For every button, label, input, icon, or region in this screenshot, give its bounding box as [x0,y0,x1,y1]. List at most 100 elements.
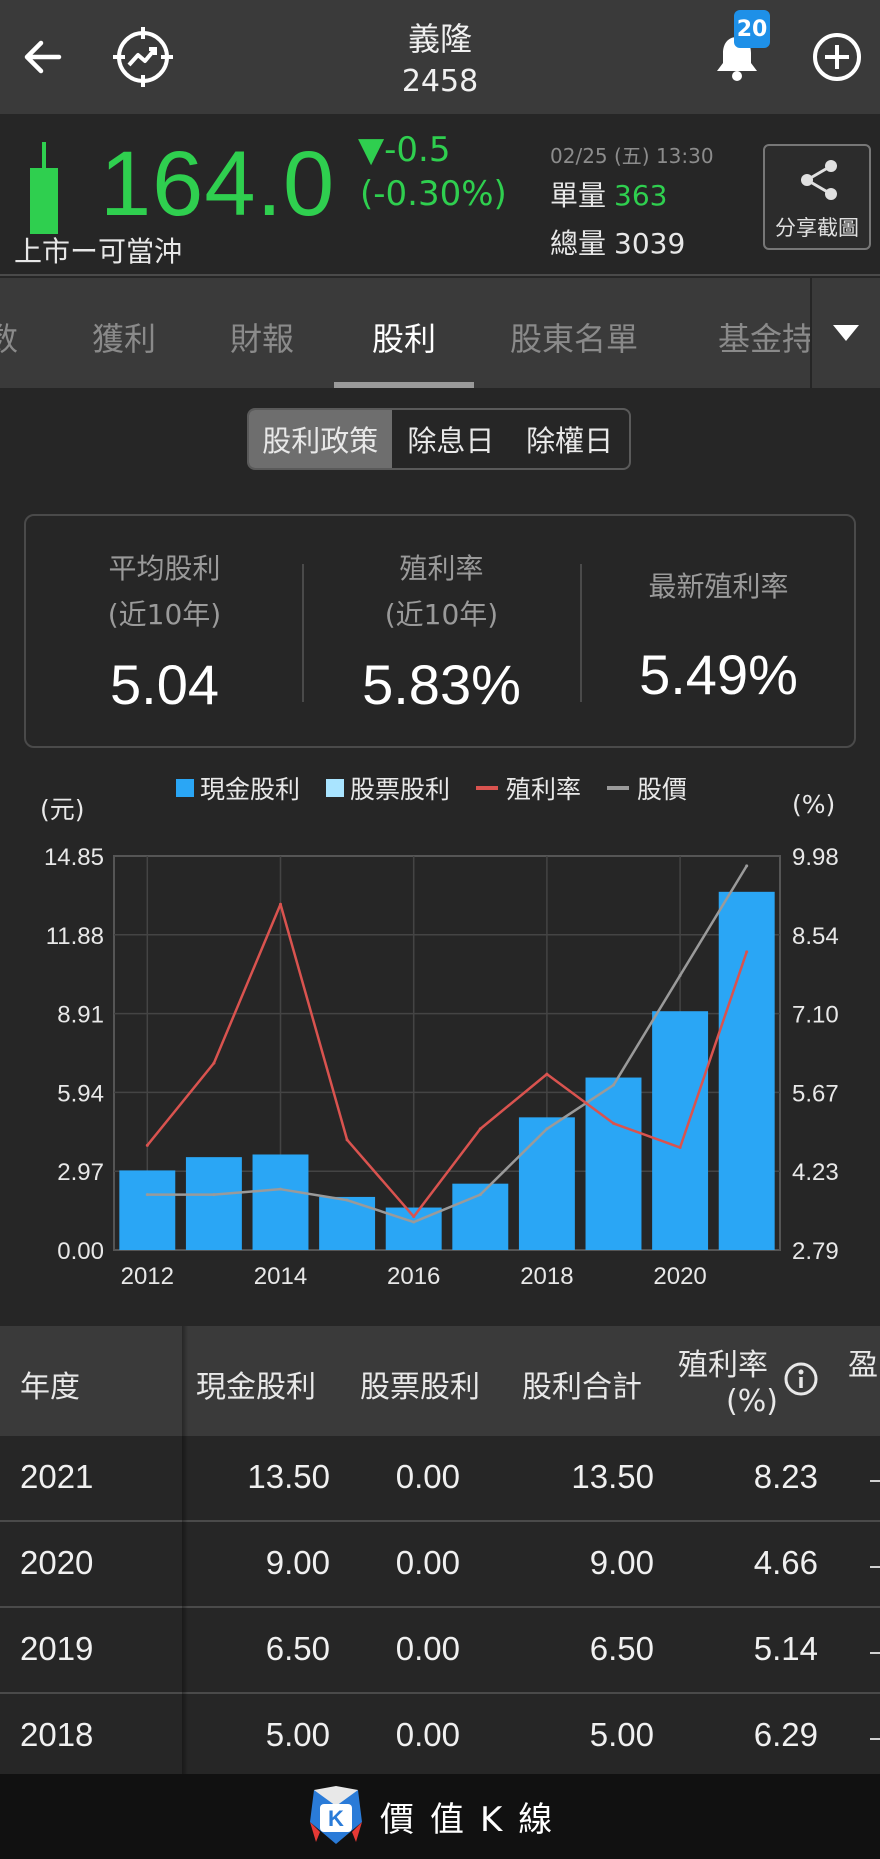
cell-overflow-hint [870,1480,880,1482]
header-stock-dividend[interactable]: 股票股利 [360,1370,480,1405]
stat-value: 5.83% [362,653,521,716]
cell-year: 2019 [20,1630,94,1667]
tab-financials[interactable]: 財報 [230,320,295,358]
x-tick-label: 2016 [387,1263,440,1290]
unit-volume: 單量 363 [550,174,667,214]
segment-dividend-policy[interactable]: 股利政策 [249,410,392,468]
plot-frame [113,855,781,1251]
header-yield[interactable]: 殖利率 [678,1348,768,1383]
right-tick-label: 8.54 [792,923,839,950]
divider [580,564,582,702]
tab-dividend[interactable]: 股利 [372,320,437,358]
cell-year: 2020 [20,1544,94,1581]
tab-partial[interactable]: 数 [0,320,19,358]
point-price [279,1187,282,1191]
legend-cash-dividend[interactable]: 現金股利 [176,770,300,806]
unit-volume-value: 363 [614,179,668,212]
legend-label: 殖利率 [506,775,582,804]
table-row[interactable]: 2019 6.50 0.00 6.50 5.14 [0,1608,880,1694]
header-year[interactable]: 年度 [20,1370,80,1405]
point-price [478,1193,482,1197]
cell-overflow-hint [870,1652,880,1654]
left-axis-unit: (元) [40,795,85,824]
stat-label: 平均股利 [108,552,221,585]
x-tick-label: 2018 [520,1263,573,1290]
stat-sublabel: (近10年) [107,598,222,631]
cell-cash-dividend: 6.50 [265,1630,330,1667]
header-total-dividend[interactable]: 股利合計 [522,1370,642,1405]
x-tick-label: 2020 [653,1263,706,1290]
bar-cash-dividend [652,1011,709,1250]
point-yield [678,1146,682,1150]
point-price [145,1193,149,1197]
app-brand-name: 價值K線 [380,1800,569,1840]
point-yield [279,902,282,906]
header-cash-dividend[interactable]: 現金股利 [196,1370,316,1405]
legend-stock-dividend[interactable]: 股票股利 [326,770,450,806]
legend-yield[interactable]: 殖利率 [476,770,581,806]
svg-text:K: K [328,1806,344,1831]
info-icon[interactable] [784,1362,818,1396]
cell-cash-dividend: 13.50 [247,1458,330,1495]
segment-ex-dividend-date[interactable]: 除息日 [407,424,495,458]
tab-dropdown-button[interactable] [810,278,880,388]
stat-value: 5.49% [639,643,798,706]
stat-yield-10y: 殖利率 (近10年) 5.83% [303,516,580,746]
cell-cash-dividend: 9.00 [265,1544,330,1581]
tab-shareholders[interactable]: 股東名單 [510,320,639,358]
left-tick-label: 0.00 [57,1238,104,1265]
left-tick-label: 5.94 [57,1080,104,1107]
point-yield [212,1061,216,1065]
left-tick-label: 8.91 [57,1002,104,1029]
current-price: 164.0 [100,133,336,235]
cell-overflow-hint [870,1738,880,1740]
top-app-bar: 義隆 2458 20 [0,0,880,114]
stat-sublabel: (近10年) [384,598,499,631]
quote-panel: 164.0 ▼-0.5 (-0.30%) 02/25 (五) 13:30 單量 3… [0,114,880,276]
dividend-table: 年度 現金股利 股票股利 股利合計 殖利率 (%) 盈 2021 13.50 0.0… [0,1326,880,1774]
candlestick-icon [30,142,58,234]
share-screenshot-button[interactable]: 分享截圖 [763,144,871,250]
cell-total-dividend: 9.00 [589,1544,654,1581]
table-row[interactable]: 2018 5.00 0.00 5.00 6.29 [0,1694,880,1774]
legend-label: 現金股利 [200,775,301,804]
line-yield [146,902,748,1218]
cell-overflow-hint [870,1566,880,1568]
point-yield [612,1121,615,1125]
tab-fund-holdings[interactable]: 基金持 [718,320,815,358]
point-price [612,1083,615,1087]
cell-cash-dividend: 5.00 [265,1716,330,1753]
dividend-chart: 現金股利 股票股利 殖利率 股價 (元) (%) 14.85 11.88 8.91 5… [0,760,880,1320]
tab-profit[interactable]: 獲利 [92,320,157,358]
legend-swatch [326,779,345,797]
point-yield [345,1138,349,1142]
point-yield [145,1143,149,1147]
bar-cash-dividend [185,1157,242,1250]
segment-ex-rights-date[interactable]: 除權日 [526,424,614,458]
share-icon [801,160,837,200]
table-row[interactable]: 2021 13.50 0.00 13.50 8.23 [0,1436,880,1522]
dropdown-arrow-icon [833,325,859,341]
legend-swatch [607,786,630,790]
table-row[interactable]: 2020 9.00 0.00 9.00 4.66 [0,1522,880,1608]
header-payout-partial[interactable]: 盈 [848,1348,878,1383]
left-tick-label: 14.85 [44,844,104,871]
chart-target-icon [113,27,173,87]
divider [302,564,304,702]
point-yield [545,1072,549,1076]
cell-stock-dividend: 0.00 [395,1458,460,1495]
point-yield [745,950,749,954]
legend-price[interactable]: 股價 [607,770,687,806]
dividend-summary-card: 平均股利 (近10年) 5.04 殖利率 (近10年) 5.83% 最新殖利率 … [24,514,856,748]
technical-chart-button[interactable] [108,22,178,92]
quote-datetime: 02/25 (五) 13:30 [550,144,714,168]
add-to-watchlist-button[interactable] [802,22,872,92]
point-price [678,973,682,977]
line-price [147,865,748,1224]
price-change-percent: (-0.30%) [360,174,507,214]
cell-stock-dividend: 0.00 [395,1716,460,1753]
left-tick-label: 2.97 [57,1159,104,1186]
bar-cash-dividend [252,1154,309,1250]
back-button[interactable] [8,22,78,92]
header-yield-unit: (%) [726,1384,778,1419]
